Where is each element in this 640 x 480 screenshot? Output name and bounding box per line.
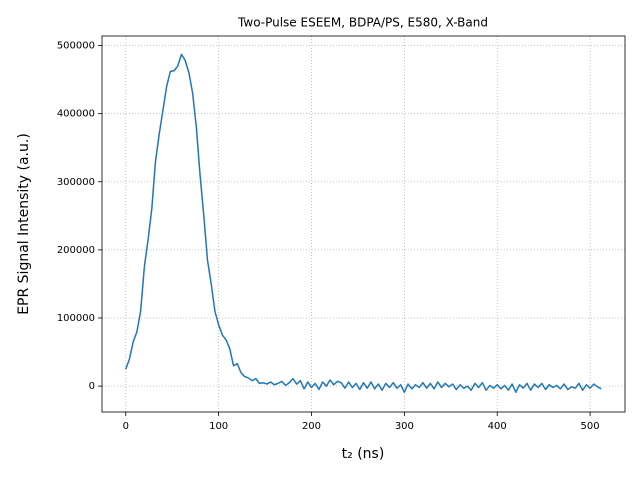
x-tick-label: 0: [123, 421, 129, 432]
y-tick-label: 400000: [57, 109, 95, 120]
chart-title: Two-Pulse ESEEM, BDPA/PS, E580, X-Band: [237, 16, 488, 30]
y-tick-label: 100000: [57, 313, 95, 324]
x-axis-label: t₂ (ns): [342, 446, 385, 462]
data-line: [125, 53, 602, 393]
y-tick-label: 300000: [57, 177, 95, 188]
x-tick-label: 100: [209, 421, 228, 432]
x-tick-label: 300: [395, 421, 414, 432]
y-tick-label: 0: [89, 381, 95, 392]
plot-frame: [101, 35, 626, 413]
x-tick-label: 200: [302, 421, 321, 432]
x-tick-label: 400: [488, 421, 507, 432]
y-tick-label: 200000: [57, 245, 95, 256]
x-tick-label: 500: [581, 421, 600, 432]
y-axis-label: EPR Signal Intensity (a.u.): [16, 133, 32, 315]
y-tick-label: 500000: [57, 41, 95, 52]
